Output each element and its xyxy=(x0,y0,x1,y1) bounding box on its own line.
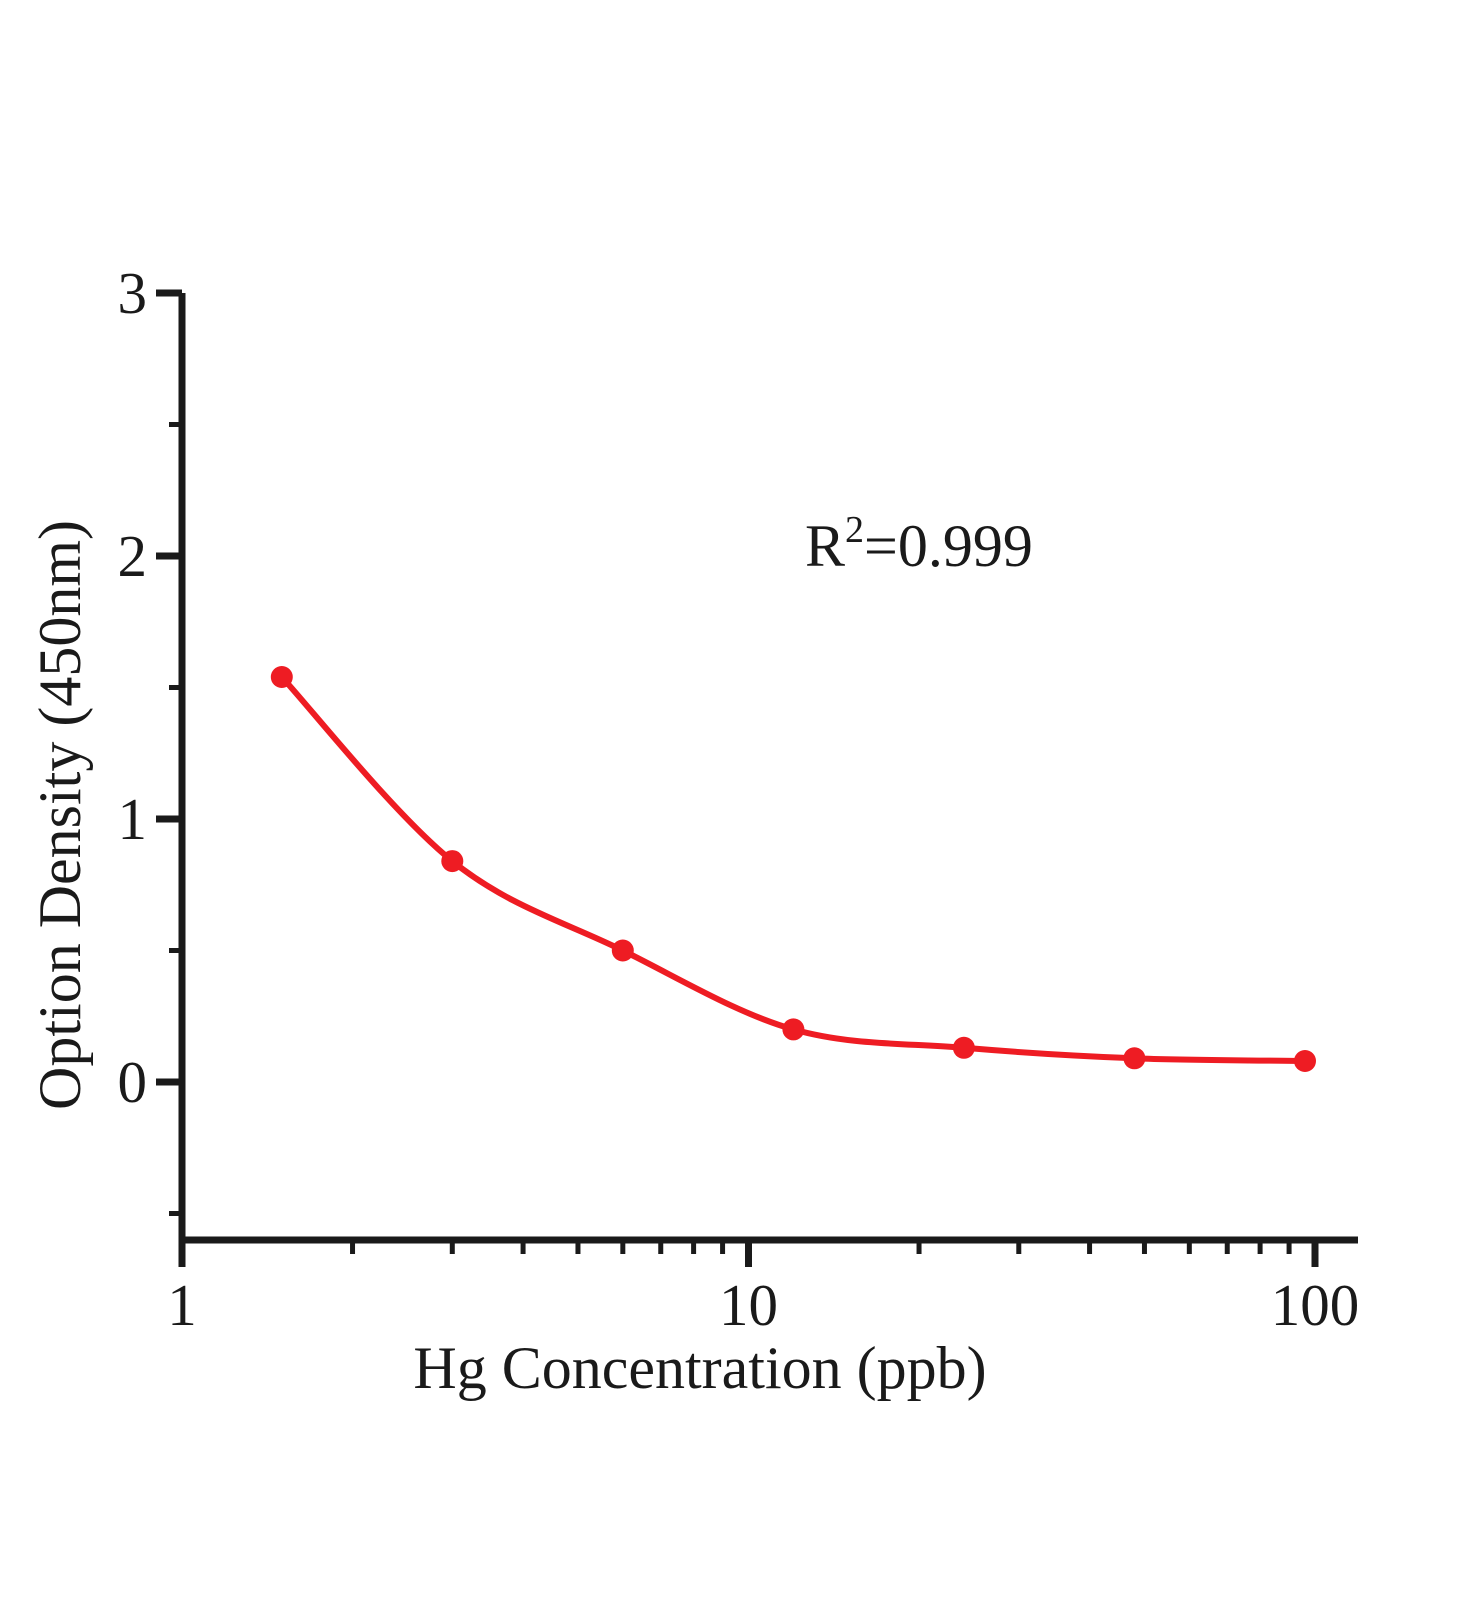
y-axis-ticks xyxy=(156,289,182,1216)
data-point xyxy=(270,666,293,688)
y-tick-label: 1 xyxy=(118,786,148,852)
y-tick-label: 2 xyxy=(118,523,148,589)
r-squared-base: R xyxy=(805,513,845,579)
series-data-points xyxy=(270,666,1316,1072)
x-tick-label: 1 xyxy=(167,1272,197,1338)
series-fit-curve xyxy=(278,674,1308,1064)
y-tick-label: 0 xyxy=(118,1049,148,1115)
y-tick-label: 3 xyxy=(118,260,148,326)
x-tick-labels: 1 10 100 xyxy=(167,1272,1359,1338)
data-point xyxy=(1294,1050,1316,1072)
x-tick-label: 100 xyxy=(1271,1272,1360,1338)
data-point xyxy=(611,939,634,962)
data-point xyxy=(782,1018,805,1041)
x-axis-label: Hg Concentration (ppb) xyxy=(413,1335,986,1401)
r-squared-exponent: 2 xyxy=(845,509,864,551)
r-squared-annotation: R2=0.999 xyxy=(805,509,1033,579)
data-point xyxy=(441,850,464,873)
axes: 1 10 100 0 1 2 3 xyxy=(118,260,1360,1338)
fit-curve xyxy=(278,674,1308,1064)
data-point xyxy=(1123,1047,1146,1070)
x-axis-ticks xyxy=(178,1240,1319,1267)
r-squared-value: =0.999 xyxy=(864,513,1033,579)
y-tick-labels: 0 1 2 3 xyxy=(118,260,148,1115)
x-tick-label: 10 xyxy=(719,1272,778,1338)
data-point xyxy=(952,1036,975,1059)
y-axis-label: Option Density (450nm) xyxy=(27,520,93,1110)
